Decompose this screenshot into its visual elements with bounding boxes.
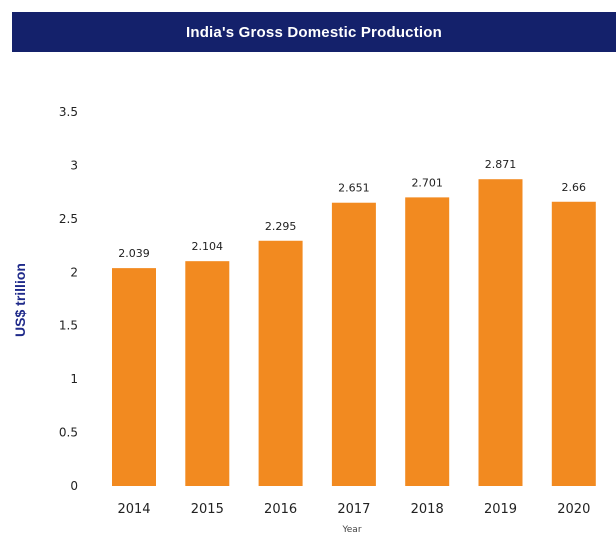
y-tick-label: 3 (70, 158, 78, 172)
data-label-2019: 2.871 (485, 158, 517, 171)
x-tick-label-2018: 2018 (411, 502, 444, 517)
y-tick-label: 1.5 (59, 319, 78, 333)
data-label-2016: 2.295 (265, 220, 297, 233)
y-axis-ticks: 0 0.5 1 1.5 2 2.5 3 3.5 (59, 105, 78, 493)
y-tick-label: 0.5 (59, 426, 78, 440)
bar-2017 (331, 202, 376, 486)
x-axis-ticks: 2014 2015 2016 2017 2018 2019 2020 (117, 502, 590, 517)
chart-title: India's Gross Domestic Production (12, 12, 616, 52)
y-tick-label: 2.5 (59, 212, 78, 226)
y-tick-label: 3.5 (59, 105, 78, 119)
x-tick-label-2016: 2016 (264, 502, 297, 517)
data-label-2018: 2.701 (411, 176, 443, 189)
y-tick-label: 1 (70, 372, 78, 386)
bar-2018 (405, 197, 450, 487)
y-tick-label: 2 (70, 265, 78, 279)
x-tick-label-2020: 2020 (557, 502, 590, 517)
bar-2019 (478, 179, 523, 487)
x-tick-label-2019: 2019 (484, 502, 517, 517)
bar-2015 (185, 261, 230, 486)
y-tick-label: 0 (70, 479, 78, 493)
data-label-2017: 2.651 (338, 182, 370, 195)
data-label-2015: 2.104 (192, 240, 224, 253)
x-axis-label: Year (341, 525, 361, 535)
bar-2014 (112, 268, 156, 486)
bar-2020 (551, 201, 596, 486)
x-tick-label-2014: 2014 (117, 502, 150, 517)
bar-2016 (258, 240, 303, 486)
data-label-2014: 2.039 (118, 247, 150, 260)
data-labels-group: 2.039 2.104 2.295 2.651 2.701 2.871 2.66 (118, 158, 586, 260)
data-label-2020: 2.66 (562, 181, 587, 194)
x-tick-label-2017: 2017 (337, 502, 370, 517)
bars-group (112, 179, 596, 487)
x-tick-label-2015: 2015 (191, 502, 224, 517)
